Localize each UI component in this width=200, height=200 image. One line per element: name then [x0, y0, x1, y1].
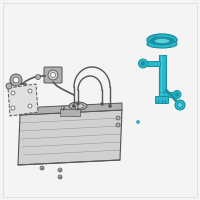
- Circle shape: [28, 104, 32, 108]
- Circle shape: [175, 100, 185, 110]
- Circle shape: [101, 102, 104, 106]
- FancyBboxPatch shape: [44, 67, 62, 83]
- Bar: [60, 109, 80, 116]
- Bar: [159, 55, 166, 95]
- Circle shape: [175, 93, 179, 96]
- Ellipse shape: [72, 104, 84, 108]
- Circle shape: [173, 90, 181, 98]
- Circle shape: [11, 91, 15, 95]
- Circle shape: [116, 116, 120, 120]
- Circle shape: [178, 102, 182, 108]
- Circle shape: [6, 83, 12, 89]
- Circle shape: [72, 104, 76, 108]
- Circle shape: [36, 74, 40, 79]
- Ellipse shape: [69, 102, 87, 110]
- FancyBboxPatch shape: [156, 97, 168, 104]
- Circle shape: [58, 175, 62, 179]
- Circle shape: [108, 104, 112, 108]
- Circle shape: [76, 102, 80, 106]
- Circle shape: [28, 89, 32, 93]
- Circle shape: [10, 74, 22, 86]
- Circle shape: [153, 36, 157, 40]
- Circle shape: [76, 106, 78, 110]
- Ellipse shape: [150, 37, 174, 45]
- Bar: [143, 61, 160, 66]
- Circle shape: [138, 59, 148, 68]
- Circle shape: [40, 166, 44, 170]
- Circle shape: [11, 106, 15, 110]
- Circle shape: [141, 62, 145, 66]
- Ellipse shape: [147, 34, 177, 46]
- Ellipse shape: [154, 38, 170, 44]
- Polygon shape: [18, 110, 122, 165]
- Polygon shape: [8, 84, 38, 116]
- Polygon shape: [20, 103, 122, 115]
- Circle shape: [48, 70, 58, 80]
- Circle shape: [50, 72, 56, 77]
- Circle shape: [58, 168, 62, 172]
- Circle shape: [62, 106, 64, 110]
- Circle shape: [13, 77, 19, 83]
- Circle shape: [136, 120, 140, 123]
- Circle shape: [116, 123, 120, 127]
- Ellipse shape: [147, 40, 177, 48]
- Bar: [159, 92, 177, 97]
